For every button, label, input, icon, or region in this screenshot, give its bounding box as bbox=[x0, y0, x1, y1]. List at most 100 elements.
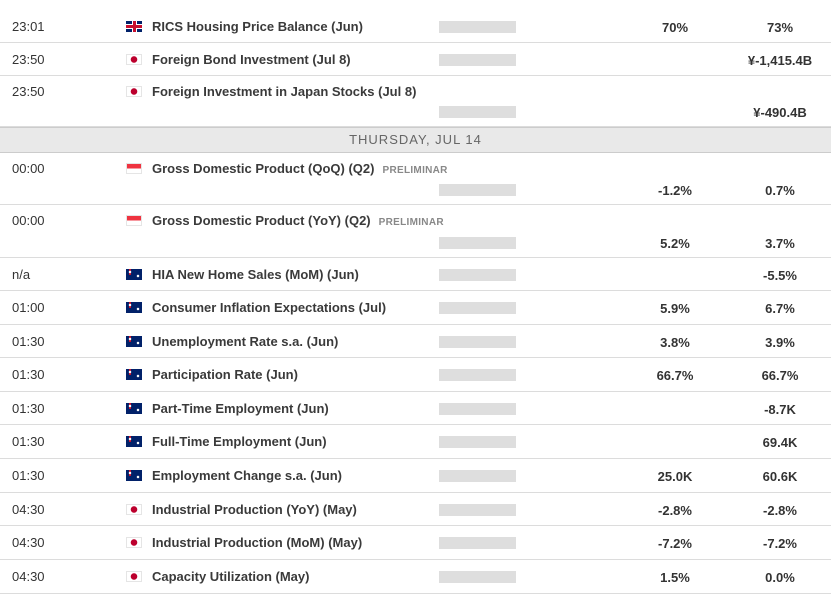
event-title[interactable]: Industrial Production (MoM) (May) bbox=[152, 535, 363, 550]
actual-value: -7.2% bbox=[658, 536, 692, 551]
event-name[interactable]: Industrial Production (YoY) (May) bbox=[152, 502, 357, 517]
previous-value: 6.7% bbox=[765, 301, 795, 316]
event-name[interactable]: Consumer Inflation Expectations (Jul) bbox=[152, 300, 386, 315]
event-title[interactable]: HIA New Home Sales (MoM) (Jun) bbox=[152, 266, 359, 282]
actual-value: 3.8% bbox=[660, 334, 690, 350]
event-title[interactable]: RICS Housing Price Balance (Jun) bbox=[152, 18, 363, 34]
previous-value: 0.0% bbox=[765, 570, 795, 585]
event-time: 01:30 bbox=[12, 434, 45, 449]
impact-bar bbox=[439, 268, 516, 281]
event-title[interactable]: Participation Rate (Jun) bbox=[152, 367, 298, 382]
country-flag bbox=[126, 571, 142, 582]
event-row: 01:30 Part-Time Employment (Jun) -8.7K bbox=[0, 392, 831, 425]
event-row: 00:00 Gross Domestic Product (YoY) (Q2) PR… bbox=[0, 205, 831, 258]
impact-bar bbox=[439, 106, 516, 118]
country-flag bbox=[126, 20, 142, 32]
country-flag bbox=[126, 215, 142, 226]
actual-value: 70% bbox=[661, 19, 689, 35]
event-row: 01:30 Unemployment Rate s.a. (Jun) 3.8% 3.9… bbox=[0, 325, 831, 358]
event-row: 01:30 Participation Rate (Jun) 66.7% 66.7% bbox=[0, 358, 831, 392]
event-name[interactable]: Employment Change s.a. (Jun) bbox=[152, 468, 342, 483]
impact-bar bbox=[439, 503, 516, 516]
event-time: 00:00 bbox=[12, 213, 45, 228]
impact-bar bbox=[439, 470, 516, 482]
event-tag: PRELIMINAR bbox=[378, 217, 444, 228]
event-row: 23:50 Foreign Bond Investment (Jul 8) ¥-1,… bbox=[0, 43, 831, 76]
event-title[interactable]: Full-Time Employment (Jun) bbox=[152, 434, 327, 449]
event-time: 01:30 bbox=[12, 400, 45, 416]
event-row: 23:50 Foreign Investment in Japan Stocks … bbox=[0, 76, 831, 127]
event-title[interactable]: Employment Change s.a. (Jun) bbox=[152, 468, 342, 483]
impact-bar bbox=[439, 302, 516, 314]
previous-value: 66.7% bbox=[761, 368, 799, 383]
event-time: 23:50 bbox=[12, 51, 45, 67]
event-title[interactable]: Foreign Bond Investment (Jul 8) bbox=[152, 51, 351, 67]
country-flag bbox=[126, 503, 142, 515]
event-time: 04:30 bbox=[12, 501, 45, 517]
event-name[interactable]: Gross Domestic Product (QoQ) (Q2) PRELIMI… bbox=[152, 161, 448, 176]
event-time: n/a bbox=[12, 266, 31, 282]
previous-value: 69.4K bbox=[762, 435, 798, 450]
event-name[interactable]: Unemployment Rate s.a. (Jun) bbox=[152, 334, 338, 349]
event-row: 00:00 Gross Domestic Product (QoQ) (Q2) PR… bbox=[0, 153, 831, 205]
previous-value: 73% bbox=[766, 19, 794, 35]
country-flag bbox=[126, 402, 142, 414]
event-time: 01:00 bbox=[12, 300, 45, 315]
country-flag bbox=[126, 335, 142, 347]
event-name[interactable]: Part-Time Employment (Jun) bbox=[152, 401, 329, 416]
impact-bar bbox=[439, 237, 516, 249]
event-title[interactable]: Gross Domestic Product (QoQ) (Q2) bbox=[152, 161, 375, 176]
day-header: THURSDAY, JUL 14 bbox=[0, 127, 831, 153]
previous-value: 3.9% bbox=[765, 334, 795, 350]
actual-value: -2.8% bbox=[658, 502, 692, 518]
actual-value: 5.9% bbox=[660, 301, 690, 316]
event-row: 04:30 Industrial Production (MoM) (May) -7… bbox=[0, 526, 831, 560]
actual-value: 1.5% bbox=[660, 570, 690, 585]
event-title[interactable]: Consumer Inflation Expectations (Jul) bbox=[152, 300, 387, 315]
event-time: 01:30 bbox=[12, 333, 45, 349]
event-title[interactable]: Part-Time Employment (Jun) bbox=[152, 400, 329, 416]
event-title[interactable]: Unemployment Rate s.a. (Jun) bbox=[152, 333, 339, 349]
event-time: 04:30 bbox=[12, 535, 45, 550]
impact-bar bbox=[439, 537, 516, 549]
event-name[interactable]: HIA New Home Sales (MoM) (Jun) bbox=[152, 267, 359, 282]
country-flag bbox=[126, 268, 142, 280]
impact-bar bbox=[439, 436, 516, 448]
event-time: 00:00 bbox=[12, 161, 45, 176]
impact-bar bbox=[439, 571, 516, 583]
event-name[interactable]: Foreign Investment in Japan Stocks (Jul … bbox=[152, 84, 416, 99]
country-flag bbox=[126, 86, 142, 97]
previous-value: ¥-1,415.4B bbox=[747, 52, 813, 68]
event-title[interactable]: Capacity Utilization (May) bbox=[152, 569, 310, 584]
event-time: 01:30 bbox=[12, 367, 45, 382]
previous-value: -7.2% bbox=[763, 536, 797, 551]
event-name[interactable]: Capacity Utilization (May) bbox=[152, 569, 309, 584]
previous-value: -8.7K bbox=[764, 401, 796, 417]
event-name[interactable]: Participation Rate (Jun) bbox=[152, 367, 298, 382]
event-row: 04:30 Industrial Production (YoY) (May) -2… bbox=[0, 493, 831, 526]
event-name[interactable]: Foreign Bond Investment (Jul 8) bbox=[152, 52, 351, 67]
event-title[interactable]: Industrial Production (YoY) (May) bbox=[152, 501, 357, 517]
event-tag: PRELIMINAR bbox=[382, 165, 448, 176]
previous-value: -2.8% bbox=[763, 502, 797, 518]
impact-bar bbox=[439, 184, 516, 196]
event-row: 04:30 Capacity Utilization (May) 1.5% 0.0% bbox=[0, 560, 831, 594]
event-time: 01:30 bbox=[12, 468, 45, 483]
previous-value: 60.6K bbox=[762, 469, 798, 484]
event-name[interactable]: Gross Domestic Product (YoY) (Q2) PRELIMI… bbox=[152, 213, 444, 228]
country-flag bbox=[126, 470, 142, 481]
event-row: 01:30 Full-Time Employment (Jun) 69.4K bbox=[0, 425, 831, 459]
event-time: 23:50 bbox=[12, 84, 45, 99]
actual-value: -1.2% bbox=[658, 183, 692, 198]
impact-bar bbox=[439, 335, 516, 348]
event-name[interactable]: Full-Time Employment (Jun) bbox=[152, 434, 327, 449]
actual-value: 25.0K bbox=[657, 469, 693, 484]
country-flag bbox=[126, 163, 142, 174]
event-name[interactable]: RICS Housing Price Balance (Jun) bbox=[152, 19, 363, 34]
event-title[interactable]: Gross Domestic Product (YoY) (Q2) bbox=[152, 213, 371, 228]
event-title[interactable]: Foreign Investment in Japan Stocks (Jul … bbox=[152, 84, 417, 99]
previous-value: ¥-490.4B bbox=[753, 105, 807, 120]
event-name[interactable]: Industrial Production (MoM) (May) bbox=[152, 535, 362, 550]
country-flag bbox=[126, 369, 142, 380]
